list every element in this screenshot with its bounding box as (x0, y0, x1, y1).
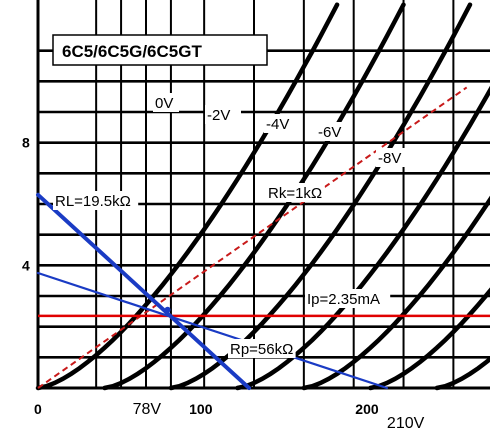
line-label-bg (266, 183, 325, 202)
curve-label: 0V (155, 95, 173, 112)
load-line (36, 192, 252, 390)
x-tick-label: 0 (34, 401, 42, 417)
line-label: RL=19.5kΩ (55, 193, 131, 210)
x-tick-label: 100 (189, 401, 213, 417)
line-label-bg (305, 289, 391, 308)
curve-label: -4V (266, 116, 289, 133)
voltage-annotation: 210V (387, 415, 425, 432)
plate-curve (235, 85, 490, 391)
line-label: Rp=56kΩ (230, 341, 293, 358)
cathode-bias-line (37, 86, 468, 389)
curve-label-bg (376, 148, 412, 167)
plate-curve (301, 195, 490, 391)
curve-label: -8V (378, 150, 401, 167)
chart-labels: 0V -2V -4V -6V -8V RL=19.5kΩ Rk=1kΩ Ip=2.35mA Rp… (53, 93, 425, 432)
voltage-annotation: 78V (133, 401, 162, 418)
line-label: Rk=1kΩ (268, 185, 322, 202)
title-box: 6C5/6C5G/6C5GT (52, 34, 268, 66)
curve-label-bg (205, 105, 241, 124)
curve-label: -6V (318, 124, 341, 141)
operating-point (164, 306, 171, 313)
plate-curve (434, 356, 490, 391)
plate-curve (35, 2, 340, 391)
y-tick-label: 4 (22, 257, 30, 273)
curve-label-bg (264, 114, 300, 133)
curve-label-bg (316, 122, 352, 141)
curve-label-bg (153, 93, 179, 112)
x-tick-label: 200 (355, 401, 379, 417)
load-lines (36, 86, 490, 390)
line-label-bg (228, 339, 296, 358)
axis-ticks: 0 100 200 4 8 (22, 135, 379, 417)
line-label: Ip=2.35mA (307, 291, 380, 308)
y-tick-label: 8 (22, 135, 30, 151)
chart-title: 6C5/6C5G/6C5GT (62, 42, 202, 61)
plate-curve (368, 287, 490, 391)
curve-label: -2V (207, 107, 230, 124)
load-line (36, 271, 389, 390)
line-label-bg (53, 191, 139, 210)
plate-curve (102, 2, 406, 391)
